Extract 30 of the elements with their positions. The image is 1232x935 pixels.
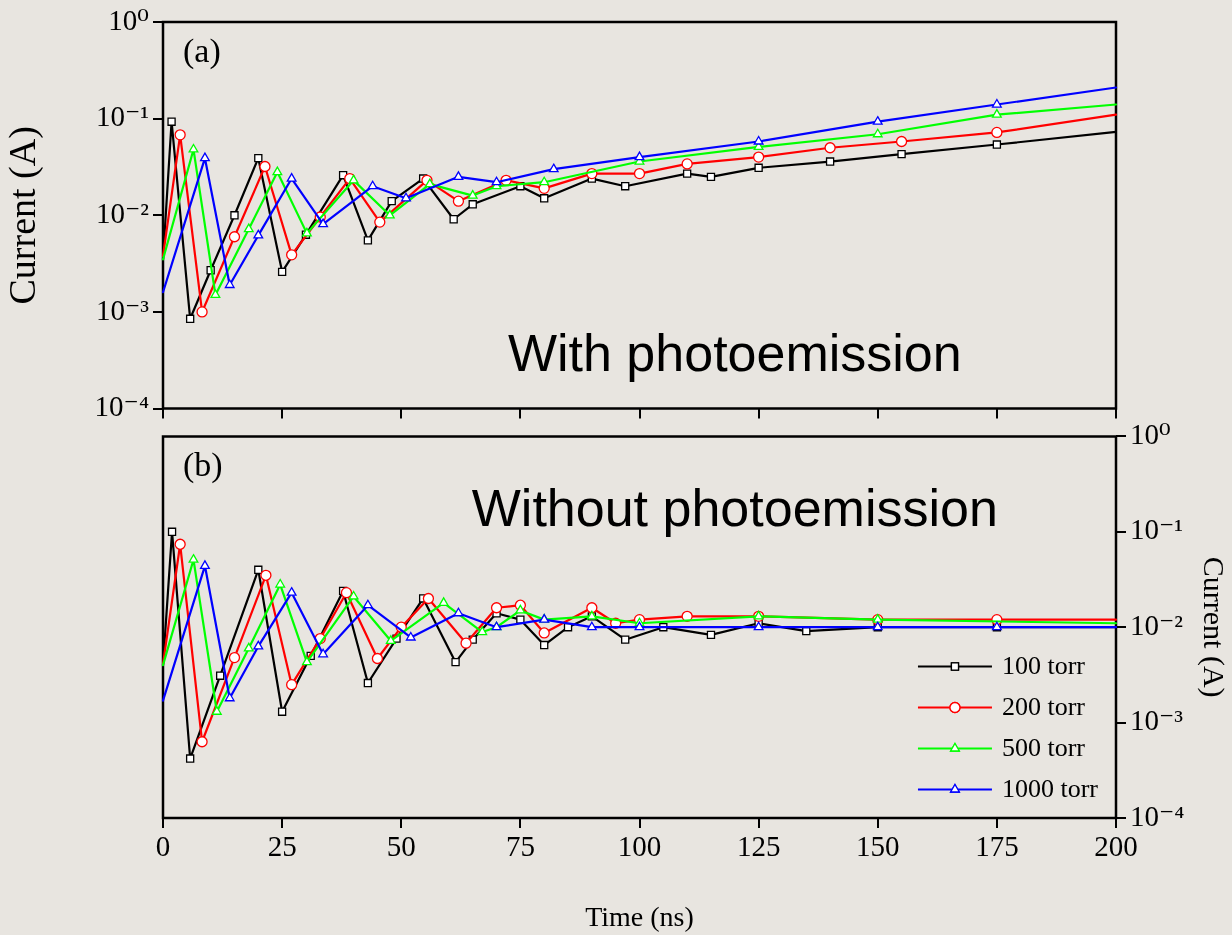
x-tick-label: 0 [155,830,171,863]
x-tick-label: 100 [617,830,662,863]
y-axis-title: Current (A) [0,126,44,305]
y-tick-label: 10⁻¹ [1130,513,1184,546]
annotation: (b) [183,446,223,485]
y-tick-label: 10⁻³ [1130,704,1184,737]
y-tick-label: 10⁻¹ [95,100,149,133]
x-tick-label: 50 [386,830,416,863]
x-axis-title: Time (ns) [585,900,694,932]
y-tick-label: 10⁻² [1130,608,1184,641]
legend-label: 1000 torr [1001,774,1099,804]
x-tick-label: 175 [975,830,1019,863]
x-tick-label: 25 [267,830,297,863]
y-tick-label: 10⁰ [108,3,149,36]
x-tick-label: 125 [736,830,781,863]
y-axis-title: Current (A) [1197,556,1232,698]
annotation: (a) [183,31,221,70]
legend-label: 200 torr [1001,692,1086,722]
y-tick-label: 10⁰ [1130,418,1171,451]
annotation: Without photoemission [471,479,998,538]
y-tick-label: 10⁻³ [95,293,150,326]
x-tick-label: 75 [505,830,535,863]
x-tick-label: 200 [1094,830,1138,863]
y-tick-label: 10⁻⁴ [1130,799,1185,832]
x-tick-label: 150 [856,830,900,863]
legend-label: 500 torr [1001,733,1086,763]
legend-label: 100 torr [1001,651,1086,681]
y-tick-label: 10⁻² [95,196,150,229]
annotation: With photoemission [507,323,962,382]
y-tick-label: 10⁻⁴ [94,390,149,423]
